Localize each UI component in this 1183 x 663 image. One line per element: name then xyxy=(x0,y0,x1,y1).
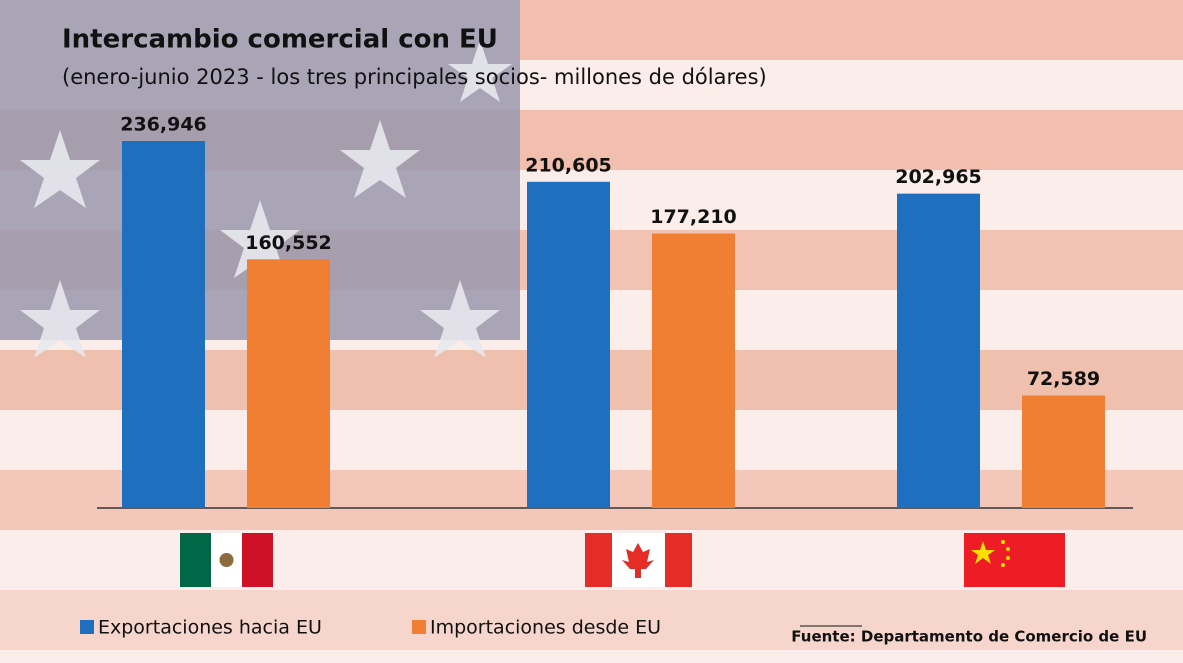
value-label: 72,589 xyxy=(1027,368,1100,390)
legend-label: Exportaciones hacia EU xyxy=(98,617,322,639)
legend-label: Importaciones desde EU xyxy=(430,617,661,639)
source: Fuente: Departamento de Comercio de EU xyxy=(791,628,1147,646)
legend-swatch xyxy=(412,620,426,634)
flag-china xyxy=(964,533,1065,587)
value-label: 202,965 xyxy=(895,166,982,188)
value-label: 236,946 xyxy=(120,114,207,136)
bar xyxy=(897,193,980,508)
value-label: 177,210 xyxy=(650,206,737,228)
value-label: 210,605 xyxy=(525,154,612,176)
chart-subtitle: (enero-junio 2023 - los tres principales… xyxy=(62,65,767,89)
bar xyxy=(652,233,735,508)
chart-title: Intercambio comercial con EU xyxy=(62,25,498,55)
bar xyxy=(1022,395,1105,508)
bar xyxy=(527,181,610,508)
flag-canada xyxy=(585,533,692,587)
bar xyxy=(122,141,205,508)
value-label: 160,552 xyxy=(245,232,332,254)
flag-mexico xyxy=(180,533,273,587)
bar xyxy=(247,259,330,508)
legend-swatch xyxy=(80,620,94,634)
